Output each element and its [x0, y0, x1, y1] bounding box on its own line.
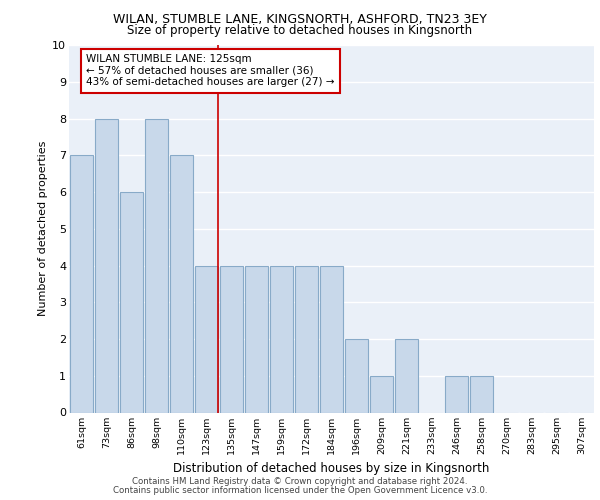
Bar: [370, 376, 393, 412]
Bar: [120, 192, 143, 412]
Y-axis label: Number of detached properties: Number of detached properties: [38, 141, 48, 316]
Text: WILAN STUMBLE LANE: 125sqm
← 57% of detached houses are smaller (36)
43% of semi: WILAN STUMBLE LANE: 125sqm ← 57% of deta…: [86, 54, 335, 88]
Bar: [70, 156, 93, 412]
Text: Contains HM Land Registry data © Crown copyright and database right 2024.: Contains HM Land Registry data © Crown c…: [132, 477, 468, 486]
Bar: [470, 376, 493, 412]
Bar: [95, 118, 118, 412]
Bar: [145, 118, 168, 412]
Text: Size of property relative to detached houses in Kingsnorth: Size of property relative to detached ho…: [127, 24, 473, 37]
Bar: [195, 266, 218, 412]
Text: Contains public sector information licensed under the Open Government Licence v3: Contains public sector information licen…: [113, 486, 487, 495]
Bar: [245, 266, 268, 412]
Bar: [295, 266, 318, 412]
Bar: [170, 156, 193, 412]
Bar: [345, 339, 368, 412]
Bar: [320, 266, 343, 412]
Text: WILAN, STUMBLE LANE, KINGSNORTH, ASHFORD, TN23 3EY: WILAN, STUMBLE LANE, KINGSNORTH, ASHFORD…: [113, 12, 487, 26]
Bar: [445, 376, 468, 412]
Bar: [220, 266, 243, 412]
Bar: [270, 266, 293, 412]
Bar: [395, 339, 418, 412]
X-axis label: Distribution of detached houses by size in Kingsnorth: Distribution of detached houses by size …: [173, 462, 490, 475]
